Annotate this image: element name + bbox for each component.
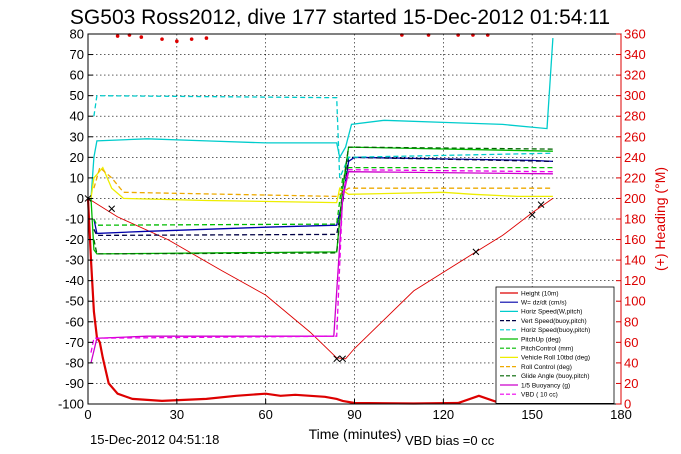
y-left-tick-label: -20 <box>65 232 84 247</box>
y-left-tick-label: 60 <box>70 68 84 83</box>
legend-label: W= dz/dt (cm/s) <box>521 300 567 307</box>
series-2 <box>90 38 554 199</box>
legend-label: 1/5 Buoyancy (g) <box>521 382 570 389</box>
dive-marker <box>339 355 347 363</box>
series-8 <box>93 166 553 198</box>
legend-label: Vehicle Roll 10tbd (deg) <box>521 355 590 362</box>
series-4 <box>93 95 553 179</box>
x-tick-label: 60 <box>258 407 272 422</box>
y-left-tick-label: 40 <box>70 109 84 124</box>
y-right-tick-label: 140 <box>624 253 646 268</box>
y-left-tick-label: -50 <box>65 294 84 309</box>
series-0 <box>87 198 554 360</box>
dive-marker <box>333 355 341 363</box>
y-left-tick-label: -100 <box>58 397 84 412</box>
legend-label: Vert Speed(buoy,pitch) <box>521 318 587 325</box>
x-tick-label: 120 <box>432 407 454 422</box>
heading-point <box>189 37 194 41</box>
dive-marker <box>108 205 116 213</box>
y-left-tick-label: 10 <box>70 170 84 185</box>
y-left-tick-label: -60 <box>65 314 84 329</box>
grid-lines <box>88 34 621 404</box>
x-tick-label: 180 <box>610 407 632 422</box>
y-left-tick-label: 50 <box>70 88 84 103</box>
y-right-tick-label: 60 <box>624 335 638 350</box>
y-right-tick-label: 40 <box>624 355 638 370</box>
series-11 <box>90 169 553 353</box>
y-left-tick-label: 0 <box>77 191 84 206</box>
y-right-tick-label: 220 <box>624 170 646 185</box>
heading-point <box>175 39 179 43</box>
y-left-tick-label: 70 <box>70 47 84 62</box>
x-axis-ticks: 0 30 60 90 120 150 180 <box>84 399 632 422</box>
footer-timestamp: 15-Dec-2012 04:51:18 <box>90 432 219 447</box>
x-tick-label: 30 <box>170 407 184 422</box>
chart-title: SG503 Ross2012, dive 177 started 15-Dec-… <box>70 6 610 29</box>
heading-point <box>115 34 120 38</box>
y-left-tick-label: -70 <box>65 335 84 350</box>
legend: Height (10m) W= dz/dt (cm/s) Horiz Speed(W… <box>495 286 615 404</box>
y-right-tick-label: 300 <box>624 88 646 103</box>
y-right-axis-ticks: 0 20 40 60 80 100 120 140 160 180 200 220 240 260 280 3… <box>616 27 646 412</box>
y-right-tick-label: 280 <box>624 109 646 124</box>
series-layer <box>86 33 554 405</box>
y-right-tick-label: 160 <box>624 232 646 247</box>
y-left-tick-label: -80 <box>65 355 84 370</box>
y-right-tick-label: 20 <box>624 376 638 391</box>
legend-label: Roll Control (deg) <box>521 364 572 371</box>
legend-label: PitchControl (mm) <box>521 346 573 353</box>
legend-label: PitchUp (deg) <box>521 336 561 343</box>
y-right-axis-label: (+) Heading (°M) <box>652 167 668 271</box>
dive-marker <box>472 248 480 256</box>
y-left-axis-ticks: -100-90-80-70-60-50-40-30-20-10010203040… <box>58 27 93 412</box>
x-axis-label: Time (minutes) <box>309 426 402 442</box>
series-heading <box>86 198 553 405</box>
x-tick-label: 90 <box>347 407 361 422</box>
y-left-tick-label: 80 <box>70 27 84 42</box>
heading-point <box>139 35 144 39</box>
x-tick-label: 150 <box>521 407 543 422</box>
y-left-tick-label: -40 <box>65 273 84 288</box>
y-right-tick-label: 100 <box>624 294 646 309</box>
legend-label: VBD ( 10 cc) <box>521 392 558 399</box>
series-9 <box>93 146 553 255</box>
legend-label: Horiz Speed(W,pitch) <box>521 309 582 316</box>
series-6 <box>93 166 553 226</box>
y-left-tick-label: -10 <box>65 212 84 227</box>
y-left-tick-label: 20 <box>70 150 84 165</box>
y-right-tick-label: 180 <box>624 212 646 227</box>
y-right-tick-label: 340 <box>624 47 646 62</box>
footer-vbd-bias: VBD bias =0 cc <box>405 433 495 448</box>
legend-label: Glide Angle (buoy,pitch) <box>521 373 590 380</box>
y-left-tick-label: -30 <box>65 253 84 268</box>
y-right-tick-label: 120 <box>624 273 646 288</box>
heading-point <box>160 37 164 41</box>
legend-label: Height (10m) <box>521 290 559 297</box>
y-left-tick-label: -90 <box>65 376 84 391</box>
marker-layer <box>84 195 545 363</box>
y-right-tick-label: 360 <box>624 27 646 42</box>
dive-marker <box>537 201 545 208</box>
legend-box <box>495 286 615 404</box>
dive-marker <box>528 211 536 219</box>
series-7 <box>90 166 553 204</box>
legend-label: Horiz Speed(buoy,pitch) <box>521 327 590 334</box>
heading-point <box>204 36 209 40</box>
y-right-tick-label: 200 <box>624 191 646 206</box>
y-right-tick-label: 80 <box>624 314 638 329</box>
y-right-tick-label: 260 <box>624 129 646 144</box>
x-tick-label: 0 <box>84 407 91 422</box>
y-right-tick-label: 320 <box>624 68 646 83</box>
y-right-tick-label: 0 <box>624 397 631 412</box>
y-right-tick-label: 240 <box>624 150 646 165</box>
y-left-tick-label: 30 <box>70 129 84 144</box>
